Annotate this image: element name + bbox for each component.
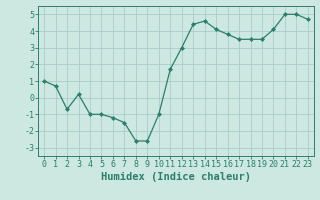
X-axis label: Humidex (Indice chaleur): Humidex (Indice chaleur) xyxy=(101,172,251,182)
